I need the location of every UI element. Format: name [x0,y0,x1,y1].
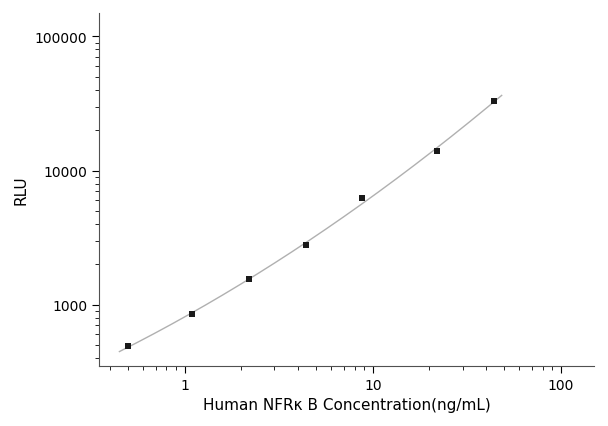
Point [358,196,367,202]
Point [432,148,442,155]
Point [301,242,311,248]
Point [188,311,198,318]
Point [123,343,133,350]
Y-axis label: RLU: RLU [14,175,29,204]
Point [244,276,254,283]
Point [489,98,499,105]
X-axis label: Human NFRκ B Concentration(ng/mL): Human NFRκ B Concentration(ng/mL) [202,397,491,412]
